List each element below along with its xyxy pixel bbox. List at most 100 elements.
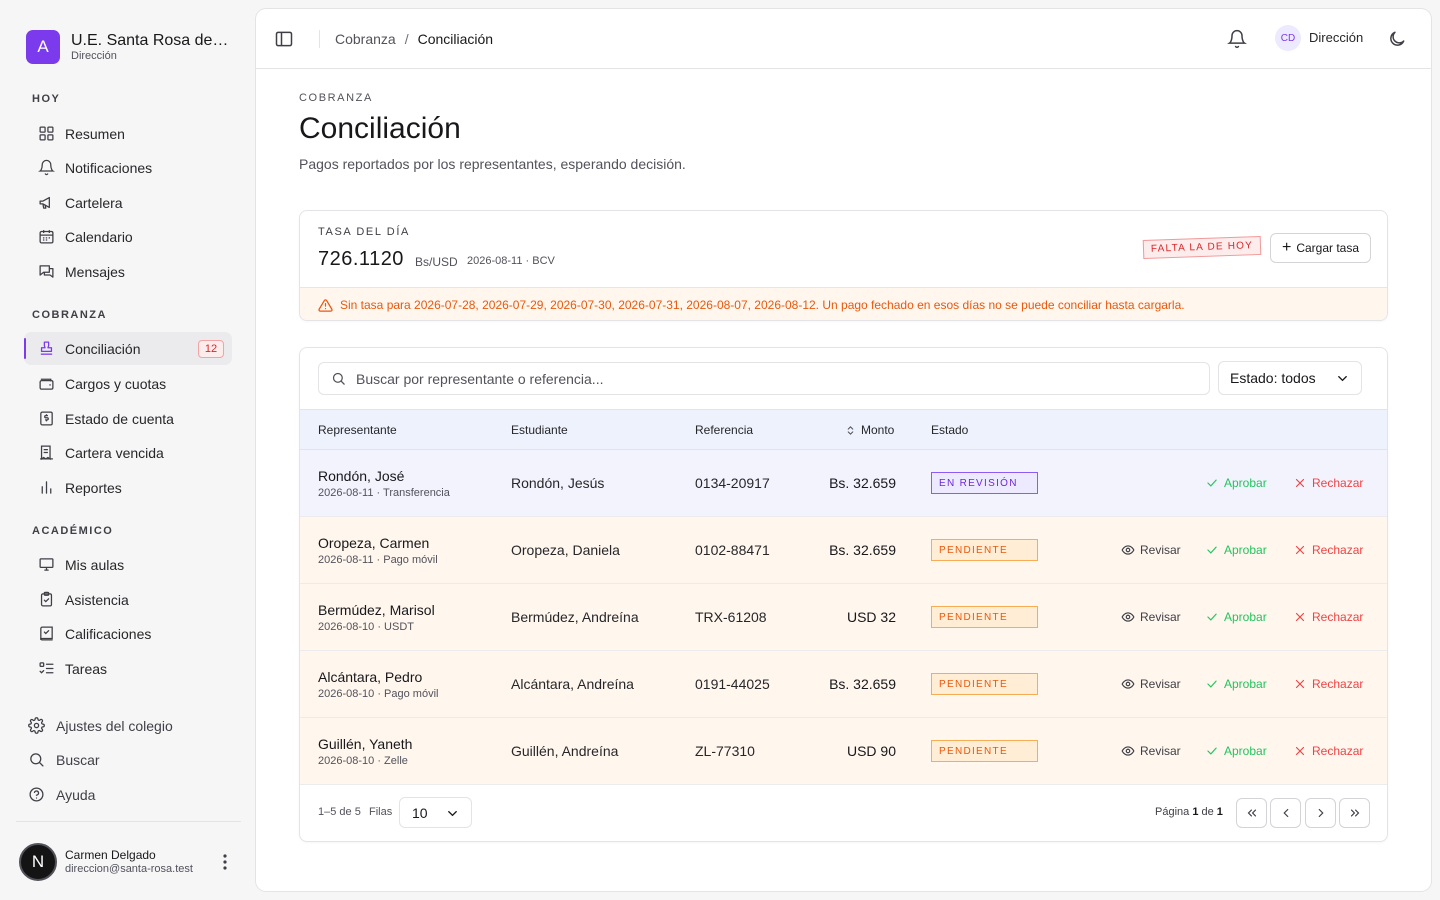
sidebar-item-label: Estado de cuenta: [65, 410, 174, 427]
table-row[interactable]: Oropeza, Carmen 2026-08-11 · Pago móvil O…: [300, 517, 1387, 584]
payment-meta: 2026-08-10 · Pago móvil: [318, 688, 439, 700]
user-email: direccion@santa-rosa.test: [65, 863, 193, 875]
reject-button[interactable]: Rechazar: [1293, 542, 1363, 558]
check-icon: [1207, 479, 1217, 487]
sidebar-item-calendario[interactable]: Calendario: [24, 220, 232, 253]
search-field[interactable]: [318, 362, 1210, 395]
approve-button[interactable]: Aprobar: [1205, 743, 1267, 759]
page-subtitle: Pagos reportados por los representantes,…: [299, 156, 686, 172]
sidebar-item-estado-cuenta[interactable]: Estado de cuenta: [24, 402, 232, 435]
search-input[interactable]: [356, 370, 1156, 387]
rate-value: 726.1120: [318, 248, 404, 270]
payment-meta: 2026-08-11 · Pago móvil: [318, 554, 438, 566]
prev-page-button[interactable]: [1270, 798, 1301, 828]
review-button[interactable]: Revisar: [1121, 676, 1181, 692]
sidebar-item-label: Conciliación: [65, 340, 141, 357]
topbar: Cobranza / Conciliación CD Dirección: [256, 9, 1431, 69]
breadcrumb-current: Conciliación: [417, 31, 494, 47]
status-badge: EN REVISIÓN: [931, 472, 1038, 494]
approve-button[interactable]: Aprobar: [1205, 676, 1267, 692]
sidebar-item-label: Cartelera: [65, 194, 123, 211]
chevrons-right-icon: [1350, 809, 1359, 817]
sidebar-item-label: Asistencia: [65, 591, 129, 608]
check-icon: [1207, 613, 1217, 621]
chevron-down-icon: [448, 811, 457, 817]
sidebar-item-mis-aulas[interactable]: Mis aulas: [24, 548, 232, 581]
reject-button[interactable]: Rechazar: [1293, 676, 1363, 692]
review-button[interactable]: Revisar: [1121, 542, 1181, 558]
brand[interactable]: A U.E. Santa Rosa de Lima Dirección: [26, 30, 231, 64]
last-page-button[interactable]: [1339, 798, 1370, 828]
status-badge: PENDIENTE: [931, 673, 1038, 695]
load-rate-label: Cargar tasa: [1296, 241, 1360, 255]
sidebar-item-tareas[interactable]: Tareas: [24, 652, 232, 685]
representative-name: Bermúdez, Marisol: [318, 602, 435, 618]
approve-button[interactable]: Aprobar: [1205, 475, 1267, 491]
bell-icon[interactable]: [1227, 29, 1247, 49]
approve-label: Aprobar: [1224, 543, 1267, 557]
sidebar-item-cartelera[interactable]: Cartelera: [24, 186, 232, 219]
sidebar-item-reportes[interactable]: Reportes: [24, 471, 232, 504]
status-filter-select[interactable]: Estado: todos: [1218, 361, 1362, 395]
reject-button[interactable]: Rechazar: [1293, 475, 1363, 491]
missing-rate-badge: FALTA LA DE HOY: [1142, 235, 1262, 260]
load-rate-button[interactable]: + Cargar tasa: [1270, 233, 1371, 263]
sidebar-item-conciliacion[interactable]: Conciliación 12: [24, 332, 232, 365]
first-page-button[interactable]: [1236, 798, 1267, 828]
next-page-button[interactable]: [1305, 798, 1336, 828]
approve-label: Aprobar: [1224, 677, 1267, 691]
review-button[interactable]: Revisar: [1121, 743, 1181, 759]
sidebar-item-notificaciones[interactable]: Notificaciones: [24, 151, 232, 184]
representative-name: Oropeza, Carmen: [318, 535, 430, 551]
sidebar-item-calificaciones[interactable]: Calificaciones: [24, 617, 232, 650]
chevron-down-icon: [1338, 376, 1347, 382]
column-header-referencia: Referencia: [695, 423, 754, 437]
sidebar-item-mensajes[interactable]: Mensajes: [24, 255, 232, 288]
sidebar-toggle-icon[interactable]: [274, 29, 294, 49]
rate-label: TASA DEL DÍA: [318, 226, 410, 238]
payment-meta: 2026-08-11 · Transferencia: [318, 487, 450, 499]
rows-per-page-label: Filas: [369, 806, 393, 818]
payment-amount: USD 90: [846, 743, 896, 759]
sidebar-item-cargos[interactable]: Cargos y cuotas: [24, 367, 232, 400]
sidebar-item-ayuda[interactable]: Ayuda: [28, 786, 95, 803]
sidebar-item-asistencia[interactable]: Asistencia: [24, 583, 232, 616]
approve-button[interactable]: Aprobar: [1205, 609, 1267, 625]
reject-button[interactable]: Rechazar: [1293, 743, 1363, 759]
rows-per-page-select[interactable]: 10: [399, 797, 472, 828]
sidebar-item-cartera-vencida[interactable]: Cartera vencida: [24, 436, 232, 469]
eye-icon: [1121, 679, 1135, 689]
reject-button[interactable]: Rechazar: [1293, 609, 1363, 625]
table-row[interactable]: Rondón, José 2026-08-11 · Transferencia R…: [300, 450, 1387, 517]
table-row[interactable]: Bermúdez, Marisol 2026-08-10 · USDT Bermú…: [300, 584, 1387, 651]
avatar: N: [19, 843, 57, 881]
page-of: de: [1198, 806, 1217, 818]
warning-triangle-icon: [318, 298, 333, 312]
payment-meta: 2026-08-10 · Zelle: [318, 755, 408, 767]
search-icon: [30, 753, 44, 767]
sidebar-item-ajustes[interactable]: Ajustes del colegio: [28, 717, 173, 734]
moon-icon[interactable]: [1387, 29, 1407, 49]
avatar[interactable]: CD: [1275, 25, 1301, 51]
stamp-icon: [40, 341, 53, 355]
approve-button[interactable]: Aprobar: [1205, 542, 1267, 558]
rows-per-page-value: 10: [412, 804, 428, 821]
sidebar-footer-label: Ayuda: [56, 786, 96, 803]
bar-chart-icon: [41, 481, 52, 494]
close-icon: [1295, 478, 1305, 488]
payment-amount: Bs. 32.659: [829, 676, 896, 692]
table-row[interactable]: Alcántara, Pedro 2026-08-10 · Pago móvil …: [300, 651, 1387, 718]
user-role[interactable]: Dirección: [1309, 30, 1364, 45]
sidebar-item-buscar[interactable]: Buscar: [28, 751, 100, 768]
table-header: Representante Estudiante Referencia Mont…: [300, 409, 1387, 450]
more-vertical-icon[interactable]: [217, 852, 233, 872]
breadcrumb-parent-link[interactable]: Cobranza: [335, 31, 396, 47]
table-row[interactable]: Guillén, Yaneth 2026-08-10 · Zelle Guillé…: [300, 718, 1387, 785]
review-button[interactable]: Revisar: [1121, 609, 1181, 625]
user-profile[interactable]: N Carmen Delgado direccion@santa-rosa.te…: [19, 843, 241, 881]
column-header-monto[interactable]: Monto: [845, 423, 894, 437]
book-check-icon: [40, 626, 53, 641]
column-header-representante: Representante: [318, 423, 397, 437]
sidebar-item-resumen[interactable]: Resumen: [24, 117, 232, 150]
row-count: 1–5 de 5: [318, 806, 361, 818]
